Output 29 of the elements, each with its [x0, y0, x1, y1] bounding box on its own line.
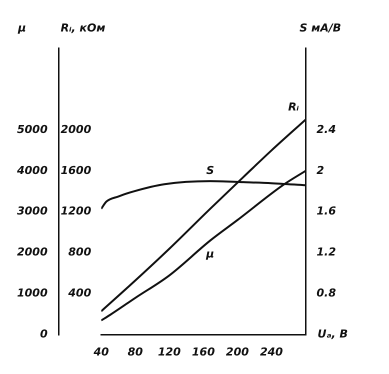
- y2-tick-label: 1200: [60, 204, 92, 218]
- x-axis-title: Uₐ, В: [318, 328, 348, 341]
- y-tick-label: 0: [40, 328, 48, 341]
- y2-tick-label: 1600: [60, 164, 92, 177]
- y-tick-label: 3000: [16, 204, 48, 218]
- series-label: Rᵢ: [288, 100, 300, 114]
- x-tick-label: 80: [128, 345, 144, 358]
- x-tick-label: 200: [226, 345, 250, 358]
- y3-tick-label: 1.2: [316, 246, 336, 259]
- y3-tick-label: 2.4: [316, 122, 336, 136]
- y2-axis-title: Rᵢ, кОм: [60, 21, 106, 34]
- y3-tick-label: 2: [316, 164, 325, 177]
- y-tick-label: 5000: [16, 122, 48, 136]
- y-axis-title: μ: [17, 21, 26, 34]
- series-label: S: [206, 164, 214, 178]
- y3-tick-label: 0.8: [316, 286, 336, 300]
- y3-axis-title: S мА/В: [300, 21, 342, 34]
- y-tick-label: 2000: [16, 246, 48, 259]
- x-tick-label: 160: [192, 345, 216, 358]
- y2-tick-label: 2000: [60, 122, 92, 136]
- x-tick-label: 240: [260, 345, 284, 358]
- y-tick-label: 4000: [16, 164, 48, 177]
- y2-tick-label: 400: [67, 286, 92, 300]
- y-tick-label: 1000: [16, 286, 48, 300]
- x-tick-label: 40: [92, 345, 110, 358]
- series-label: μ: [205, 247, 214, 260]
- y3-tick-label: 1.6: [316, 204, 336, 218]
- y2-tick-label: 800: [68, 246, 92, 259]
- x-tick-label: 120: [158, 345, 182, 358]
